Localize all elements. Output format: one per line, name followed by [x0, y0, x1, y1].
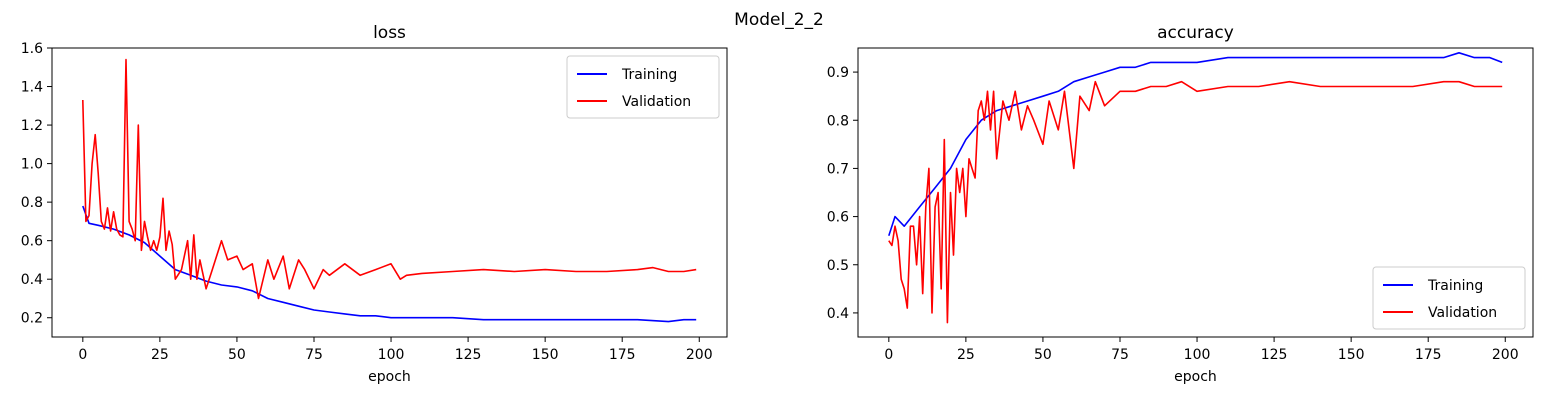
y-tick-label: 0.6: [827, 210, 849, 226]
y-tick-label: 0.5: [827, 258, 849, 274]
legend-box: [566, 55, 720, 119]
legend: Training Validation: [1372, 266, 1526, 330]
y-tick-label: 0.8: [827, 113, 849, 129]
loss-panel: 0 25 50 75 100 125 150 175 200 0.2 0.4 0.6 0.8 1.0 1.2…: [21, 23, 728, 385]
legend: Training Validation: [566, 55, 720, 119]
y-tick-label: 0.8: [21, 195, 43, 211]
y-tick-label: 0.7: [827, 161, 849, 177]
x-tick-label: 75: [1111, 347, 1129, 363]
figure-suptitle: Model_2_2: [734, 10, 824, 30]
x-tick-label: 25: [151, 347, 169, 363]
axes-frame: [857, 47, 1534, 338]
legend-box: [1372, 266, 1526, 330]
legend-label-training: Training: [1427, 278, 1483, 294]
x-tick-label: 150: [1338, 347, 1365, 363]
accuracy-panel: 0 25 50 75 100 125 150 175 200 0.4 0.5 0.6 0.7 0.8 0.9…: [827, 23, 1534, 385]
x-tick-label: 175: [609, 347, 636, 363]
y-tick-label: 0.4: [21, 272, 43, 288]
x-tick-label: 75: [305, 347, 323, 363]
legend-label-validation: Validation: [1428, 305, 1497, 321]
y-tick-label: 0.4: [827, 306, 849, 322]
series-line-training: [888, 51, 1503, 237]
axes-frame: [51, 47, 728, 338]
chart-title: accuracy: [1157, 23, 1234, 43]
x-tick-label: 25: [957, 347, 975, 363]
series-line-validation: [888, 80, 1503, 324]
x-tick-label: 175: [1415, 347, 1442, 363]
x-tick-label: 0: [78, 347, 87, 363]
x-tick-label: 50: [1034, 347, 1052, 363]
x-tick-label: 200: [686, 347, 713, 363]
plot-area: [888, 51, 1503, 324]
y-tick-label: 0.2: [21, 311, 43, 327]
x-tick-label: 200: [1492, 347, 1519, 363]
x-tick-label: 100: [1184, 347, 1211, 363]
y-tick-label: 1.0: [21, 157, 43, 173]
x-tick-label: 50: [228, 347, 246, 363]
x-axis-label: epoch: [368, 369, 411, 385]
x-axis-label: epoch: [1174, 369, 1217, 385]
y-tick-label: 1.2: [21, 118, 43, 134]
legend-label-training: Training: [621, 67, 677, 83]
x-tick-label: 100: [378, 347, 405, 363]
legend-label-validation: Validation: [622, 94, 691, 110]
y-tick-label: 1.4: [21, 80, 43, 96]
y-tick-label: 0.9: [827, 65, 849, 81]
plot-area: [82, 58, 697, 323]
y-tick-label: 0.6: [21, 234, 43, 250]
series-line-validation: [82, 58, 697, 300]
chart-title: loss: [373, 23, 406, 43]
x-tick-label: 0: [884, 347, 893, 363]
x-tick-label: 125: [455, 347, 482, 363]
y-tick-label: 1.6: [21, 41, 43, 57]
x-tick-label: 125: [1261, 347, 1288, 363]
x-tick-label: 150: [532, 347, 559, 363]
